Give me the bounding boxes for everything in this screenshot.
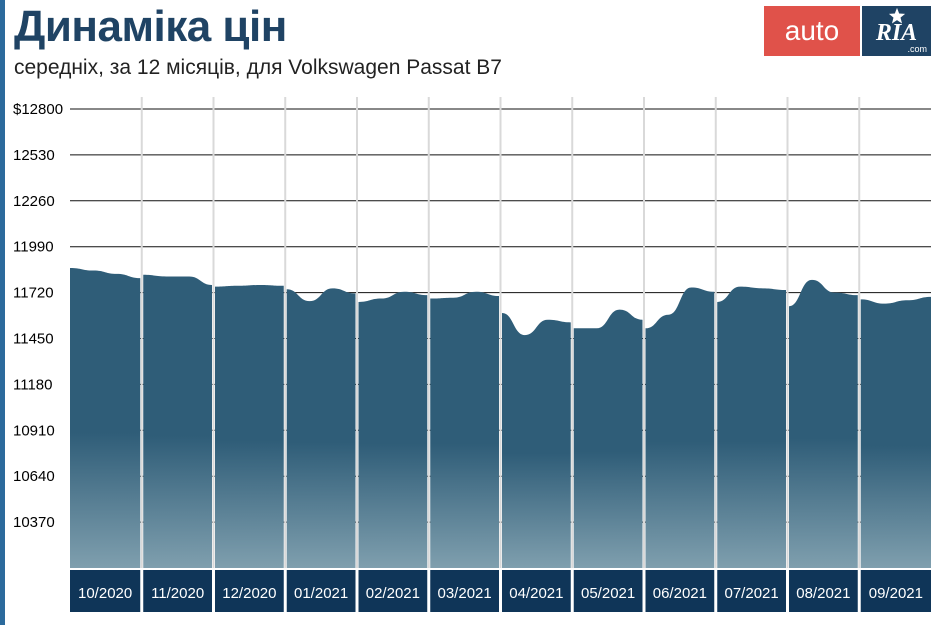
area-segment-02/2021 bbox=[358, 291, 428, 568]
x-category-cell bbox=[430, 570, 499, 612]
x-category-cell bbox=[70, 570, 141, 612]
y-tick-label: 11990 bbox=[13, 239, 54, 256]
chart-subtitle: середніх, за 12 місяців, для Volkswagen … bbox=[14, 56, 502, 79]
x-category-cell bbox=[215, 570, 284, 612]
x-tick-label: 03/2021 bbox=[438, 585, 492, 602]
x-axis-band: 10/2020 11/2020 12/2020 01/2021 02/2021 03/20… bbox=[70, 570, 931, 612]
area-segment-09/2021 bbox=[860, 296, 931, 568]
x-tick-label: 02/2021 bbox=[366, 585, 420, 602]
x-tick-label: 06/2021 bbox=[653, 585, 707, 602]
x-category-cell bbox=[358, 570, 428, 612]
x-tick-label: 09/2021 bbox=[869, 585, 923, 602]
y-tick-label: 11720 bbox=[13, 285, 54, 302]
area-segment-01/2021 bbox=[286, 288, 356, 568]
x-tick-label: 10/2020 bbox=[78, 585, 132, 602]
left-accent-bar bbox=[0, 0, 5, 625]
x-category-cell bbox=[502, 570, 571, 612]
x-category-cell bbox=[286, 570, 356, 612]
area-segment-04/2021 bbox=[502, 313, 571, 568]
month-dividers bbox=[140, 97, 861, 568]
x-category-cell bbox=[573, 570, 643, 612]
logo-ria-domain: .com bbox=[907, 44, 927, 54]
logo-ria-text: RIA bbox=[875, 20, 918, 46]
logo-ria-block: RIA .com bbox=[862, 6, 931, 56]
y-tick-label: 10370 bbox=[13, 514, 55, 531]
y-axis-ticks: $12800 12530 12260 11990 11720 11450 11180 1091… bbox=[13, 101, 63, 531]
x-category-cell bbox=[645, 570, 715, 612]
chart-title: Динаміка цін bbox=[14, 2, 287, 51]
y-tick-label: 10640 bbox=[13, 468, 55, 485]
x-tick-label: 04/2021 bbox=[509, 585, 563, 602]
area-segment-12/2020 bbox=[215, 284, 284, 568]
y-tick-label: $12800 bbox=[13, 101, 63, 118]
x-category-cell bbox=[143, 570, 212, 612]
area-segment-05/2021 bbox=[573, 309, 643, 568]
x-tick-label: 05/2021 bbox=[581, 585, 635, 602]
star-icon bbox=[888, 7, 906, 24]
y-tick-label: 12530 bbox=[13, 147, 55, 164]
area-segment-10/2020 bbox=[70, 267, 141, 568]
x-category-cell bbox=[717, 570, 786, 612]
x-category-cell bbox=[860, 570, 931, 612]
logo-auto-block: auto bbox=[764, 6, 860, 56]
y-tick-label: 10910 bbox=[13, 422, 55, 439]
area-series bbox=[70, 267, 931, 568]
x-tick-label: 07/2021 bbox=[725, 585, 779, 602]
x-tick-label: 01/2021 bbox=[294, 585, 348, 602]
area-segment-07/2021 bbox=[717, 286, 786, 568]
area-segment-06/2021 bbox=[645, 287, 715, 568]
y-tick-label: 11450 bbox=[13, 331, 54, 348]
area-segment-08/2021 bbox=[789, 279, 858, 568]
x-category-cell bbox=[789, 570, 858, 612]
x-tick-label: 11/2020 bbox=[151, 585, 204, 602]
area-segment-03/2021 bbox=[430, 291, 499, 568]
y-tick-label: 12260 bbox=[13, 193, 55, 210]
area-segment-11/2020 bbox=[143, 274, 212, 568]
y-tick-label: 11180 bbox=[13, 376, 53, 393]
x-tick-label: 08/2021 bbox=[796, 585, 850, 602]
x-tick-label: 12/2020 bbox=[222, 585, 276, 602]
autoria-logo: auto RIA .com bbox=[764, 6, 931, 56]
